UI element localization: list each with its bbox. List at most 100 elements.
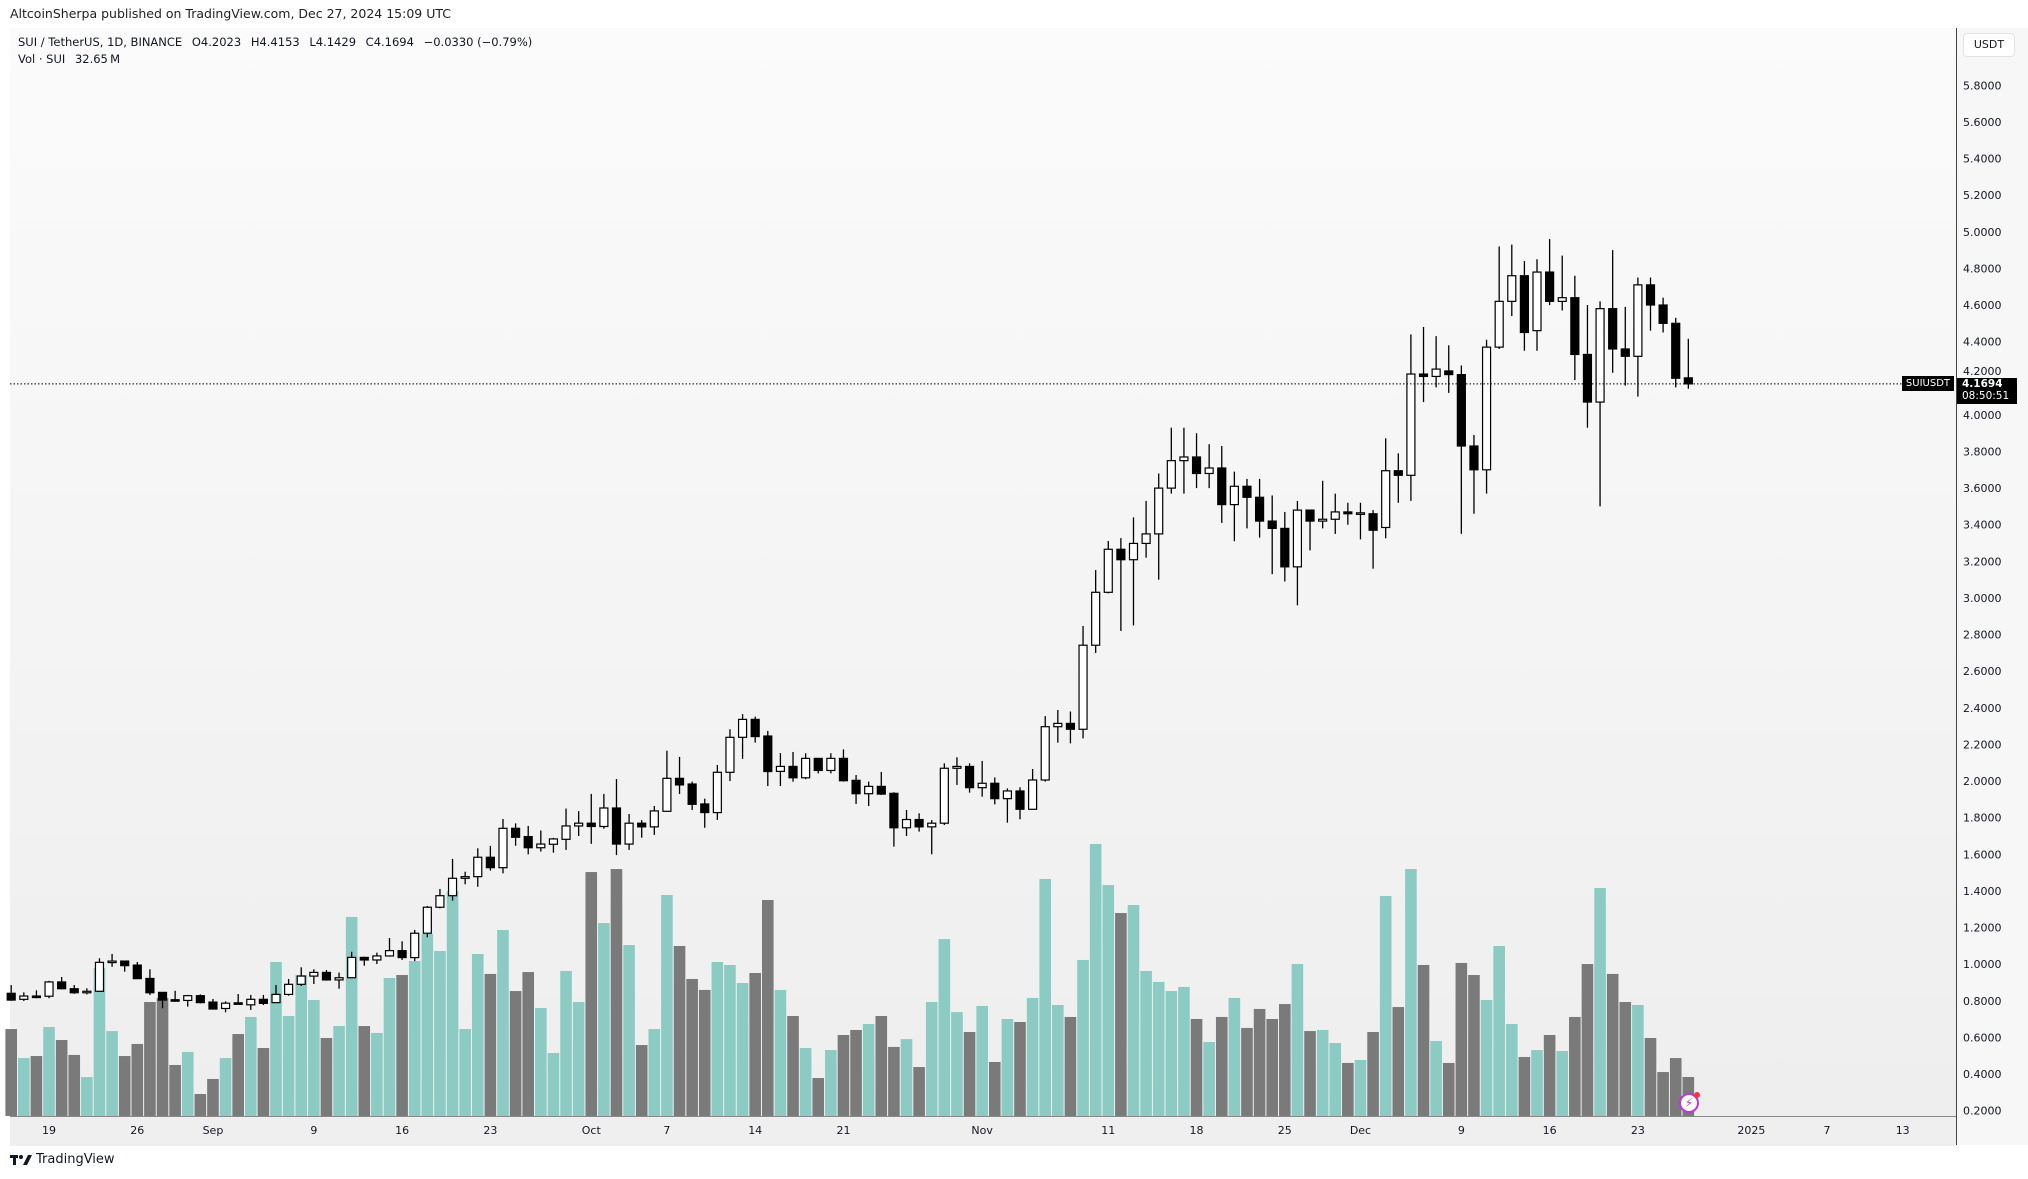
volume-bar [1241,1027,1253,1116]
time-axis-label: 9 [1458,1124,1465,1137]
candle [183,994,193,1007]
tradingview-logo-icon [10,1154,32,1165]
candle [586,793,596,844]
volume-bar [421,934,434,1116]
candle [1507,244,1517,317]
tradingview-footer[interactable]: TradingView [10,1152,115,1167]
candle-body [94,961,105,992]
candle [674,756,685,794]
volume-bar [181,1051,194,1116]
candle-body [1229,485,1239,506]
volume-bar [93,967,106,1116]
candle [511,823,521,846]
volume-bar [1392,1007,1405,1116]
candle-body [1481,346,1492,471]
volume-bar [1594,888,1606,1116]
chart-pane[interactable] [10,28,1956,1116]
candle [1242,478,1252,529]
price-axis-label: 5.6000 [1963,116,2002,129]
volume-label[interactable]: Vol · SUI [18,52,66,66]
price-axis-label: 1.2000 [1963,922,2002,935]
time-axis-label: 11 [1101,1124,1115,1137]
volume-bar [358,1026,371,1116]
currency-button[interactable]: USDT [1963,33,2015,57]
ohlc-close: C4.1694 [365,35,414,49]
volume-bar [661,894,673,1116]
volume-bar [560,970,572,1116]
symbol-title[interactable]: SUI / TetherUS, 1D, BINANCE [18,35,183,49]
candle [120,960,130,972]
candle-body [1028,779,1038,810]
candle-body [1343,511,1353,515]
volume-bar [169,1064,181,1116]
volume-bar [1178,986,1190,1116]
candle [309,969,319,984]
candle-body [1582,353,1593,403]
volume-bar [1329,1043,1342,1116]
volume-bar [1279,1004,1291,1116]
candle-body [536,843,546,849]
time-axis[interactable] [10,1116,1956,1146]
candle-body [1456,373,1466,447]
candle-body [1002,790,1012,800]
volume-bar [1468,975,1480,1116]
volume-bar [522,972,535,1116]
volume-bar [1304,1031,1316,1116]
candle-body [31,995,42,999]
candle [939,763,949,826]
volume-bar [535,1007,547,1116]
candle [435,888,445,909]
volume-bar [850,1029,862,1116]
candle [712,764,722,820]
candle-body [548,838,559,845]
candle [1292,500,1303,606]
candle-body [233,1002,243,1005]
lightning-icon[interactable]: ⚡ [1679,1092,1700,1113]
volume-bar [371,1032,383,1116]
volume-bar [257,1048,270,1116]
candle-body [284,983,294,995]
candle-body [1633,284,1643,357]
time-axis-label: Dec [1350,1124,1371,1137]
symbol-legend-row: SUI / TetherUS, 1D, BINANCE O4.2023 H4.4… [18,34,538,51]
price-axis[interactable] [1956,28,2028,1145]
volume-bar [547,1053,560,1116]
candle-body [864,785,874,795]
candle [1078,625,1088,739]
candle [498,818,508,874]
candle-body [157,991,168,1001]
candle [1582,305,1593,428]
candle [170,990,180,1002]
candle [44,980,54,999]
candle-body [6,992,16,1001]
candle [964,763,975,793]
volume-bar [446,891,459,1116]
candle [1179,427,1189,494]
price-axis-label: 2.6000 [1963,665,2002,678]
candle-body [1444,370,1454,376]
volume-bar [686,978,698,1116]
volume-bar [156,997,169,1116]
candle-body [183,995,193,1002]
price-axis-label: 0.8000 [1963,995,2002,1008]
candle-body [889,792,899,829]
volume-bar [1455,962,1468,1116]
volume-bar [938,939,951,1116]
volume-bar [118,1056,131,1116]
candle-body [624,822,634,845]
volume-bar [1354,1059,1367,1116]
candle [1633,277,1643,397]
volume-bar [1556,1051,1569,1116]
candle [889,792,899,847]
candle [536,830,546,852]
price-axis-label: 3.6000 [1963,482,2002,495]
candle [460,871,470,885]
volume-bar [1505,1024,1518,1116]
time-axis-label: 14 [748,1124,762,1137]
candle [914,813,924,832]
candle [473,848,483,887]
volume-bar [1543,1034,1556,1116]
candle [220,1001,231,1013]
candle [447,858,458,901]
time-axis-label: 18 [1190,1124,1204,1137]
